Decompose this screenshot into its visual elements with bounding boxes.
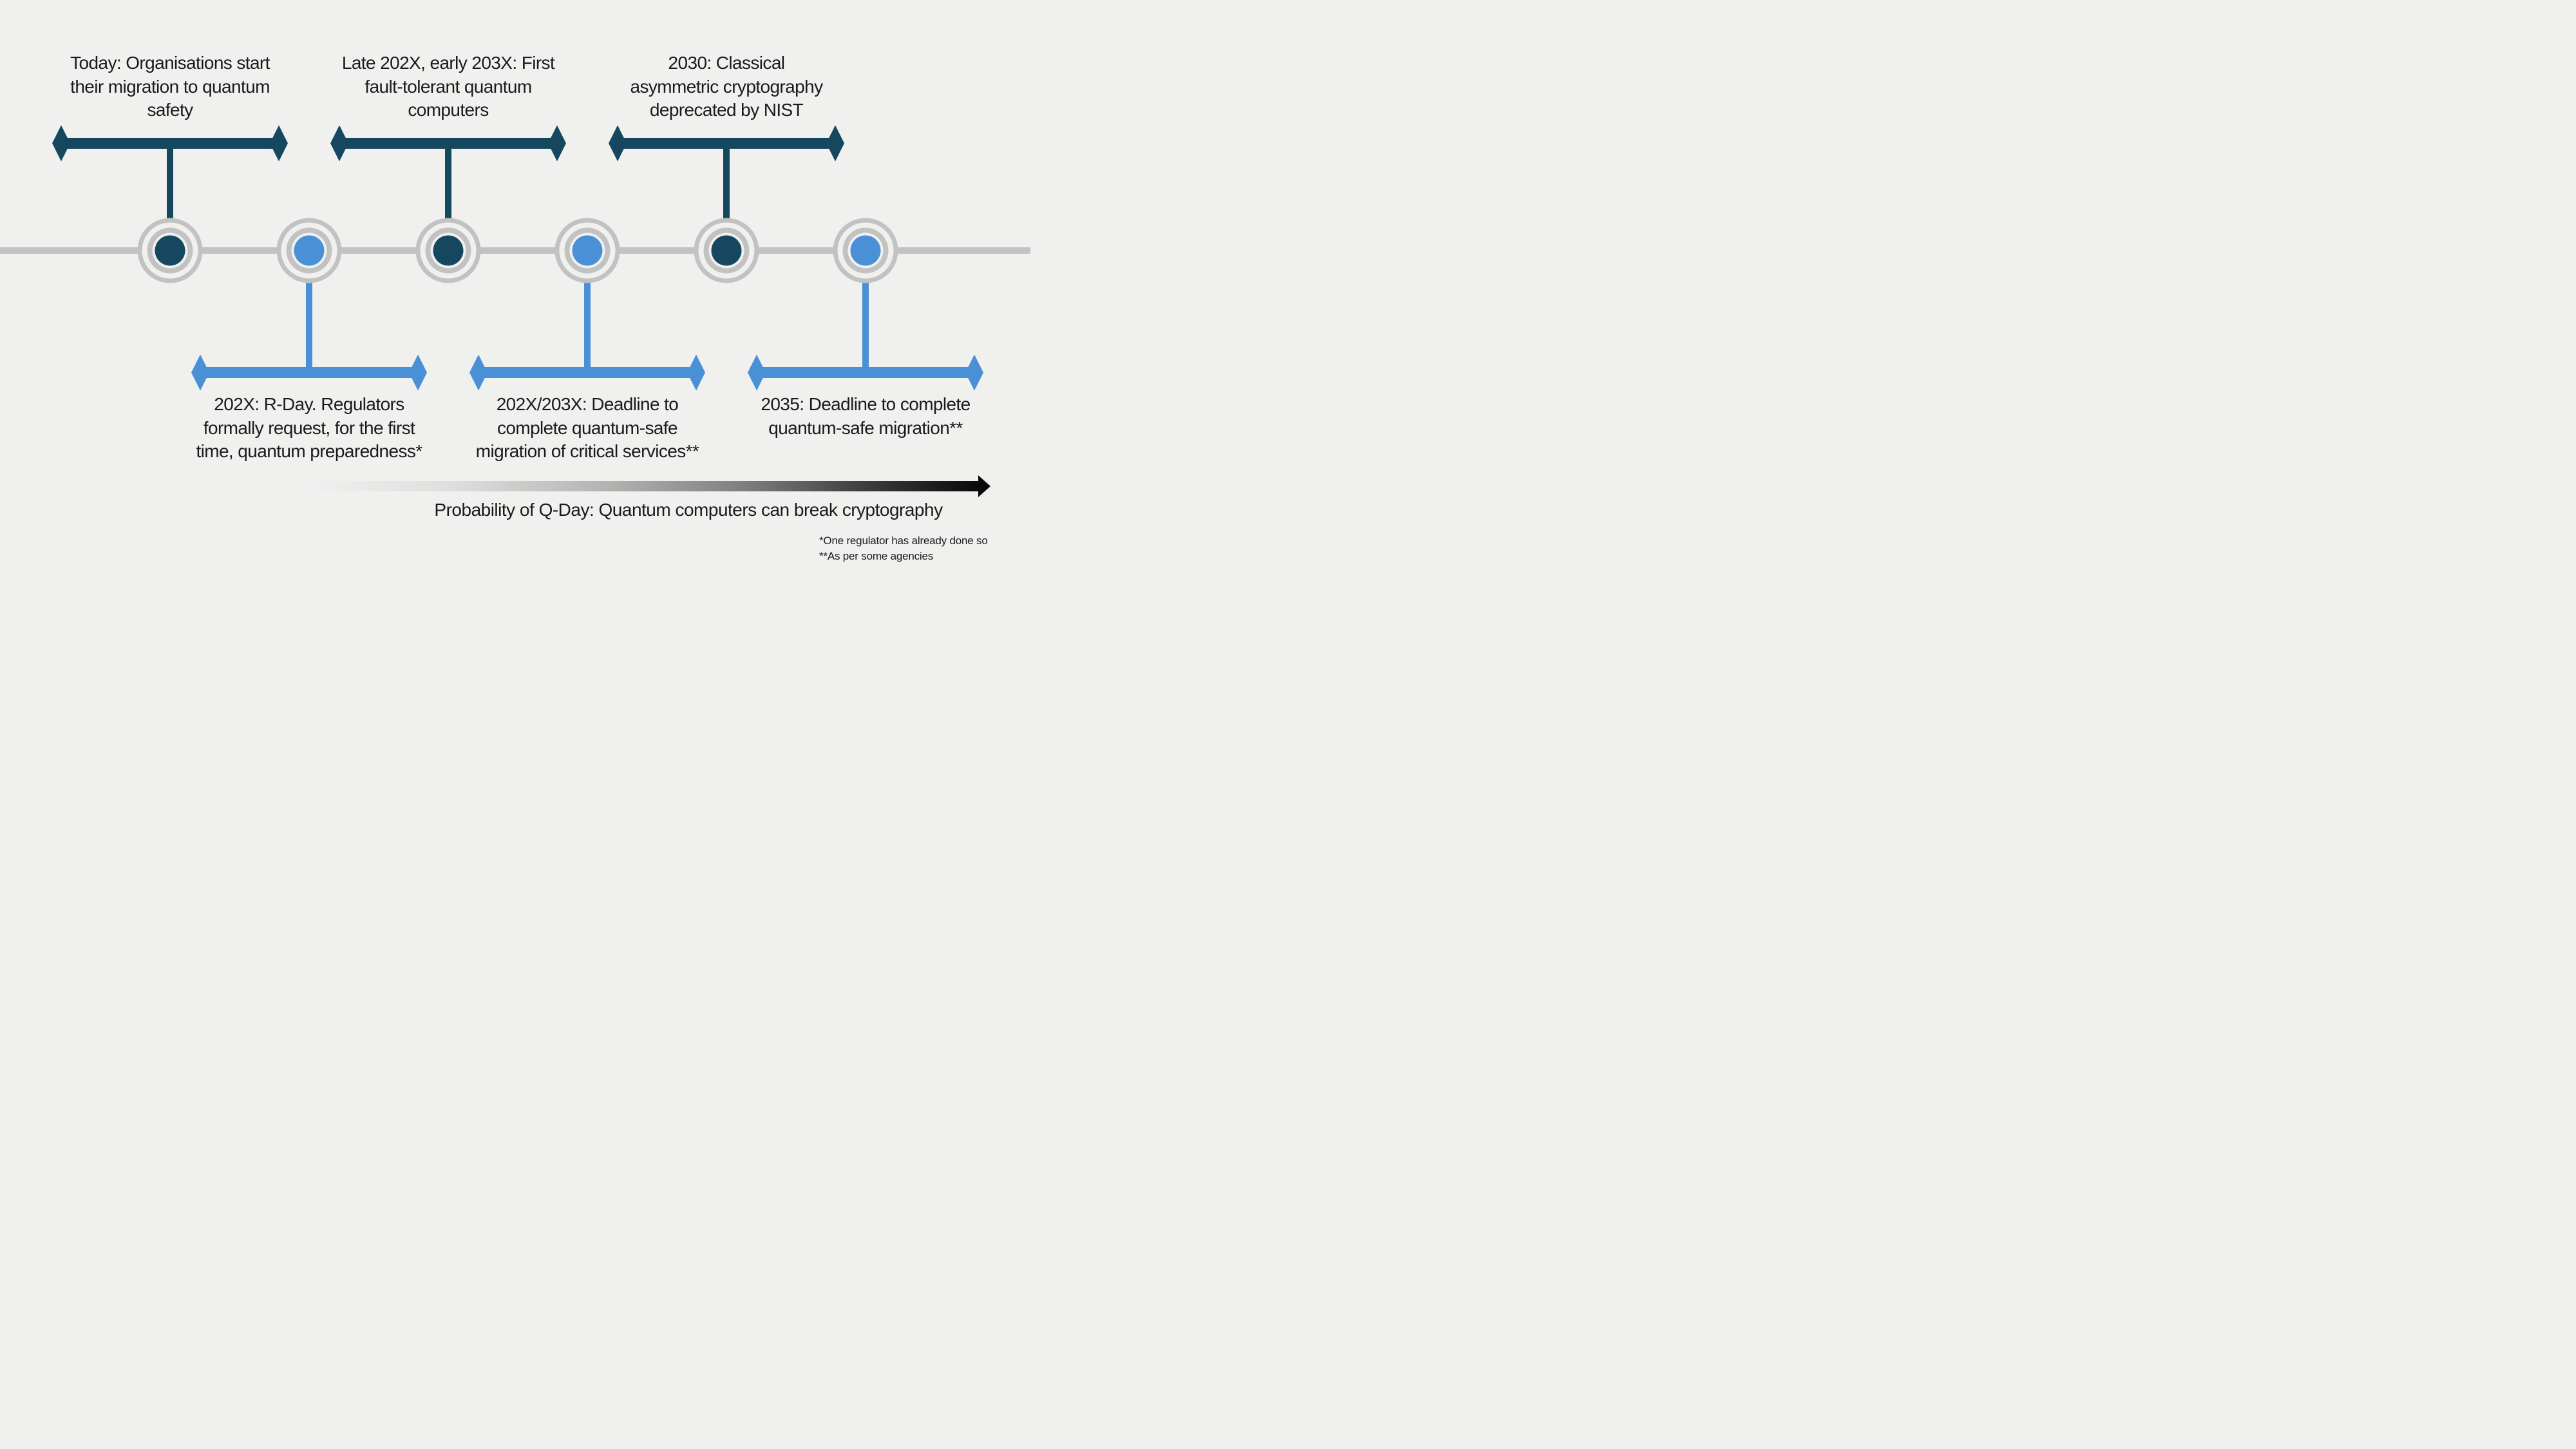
event-label-line: time, quantum preparedness* (196, 441, 422, 461)
event-label-line: complete quantum-safe (497, 417, 678, 438)
event-label: Late 202X, early 203X: First fault-toler… (297, 52, 600, 122)
event-label-line: computers (408, 100, 489, 120)
timeline-node-2 (294, 235, 325, 266)
footnote-regulator: *One regulator has already done so (819, 535, 988, 547)
diamond-cap-icon (826, 125, 844, 162)
event-label-line: migration of critical services** (475, 441, 699, 461)
connector-line (617, 138, 836, 149)
event-label: 2030: Classical asymmetric cryptography … (575, 52, 878, 122)
event-label: Today: Organisations start their migrati… (19, 52, 321, 122)
event-label-line: 2035: Deadline to complete (761, 394, 971, 414)
diamond-cap-icon (965, 354, 983, 391)
event-label: 2035: Deadline to complete quantum-safe … (714, 393, 1017, 440)
connector-line (478, 367, 697, 378)
event-connector-bar (748, 354, 983, 391)
event-label-line: 202X: R-Day. Regulators (214, 394, 404, 414)
event-label-line: fault-tolerant quantum (365, 76, 532, 97)
event-connector-bar (52, 125, 288, 162)
event-label-line: 2030: Classical (668, 53, 785, 73)
diamond-cap-icon (270, 125, 288, 162)
arrow-head-icon (978, 475, 990, 497)
connector-stem (584, 283, 591, 373)
timeline-node-1 (155, 235, 185, 266)
connector-line (756, 367, 975, 378)
qday-arrow-caption: Probability of Q-Day: Quantum computers … (434, 500, 943, 520)
quantum-timeline-infographic: Today: Organisations start their migrati… (0, 0, 1030, 580)
event-label-line: their migration to quantum (70, 76, 270, 97)
footnote-agencies: **As per some agencies (819, 550, 934, 562)
diamond-cap-icon (687, 354, 705, 391)
event-label-line: 202X/203X: Deadline to (496, 394, 679, 414)
event-connector-bar (609, 125, 844, 162)
timeline-node-5 (711, 235, 742, 266)
event-label-line: asymmetric cryptography (630, 76, 824, 97)
event-label-line: Late 202X, early 203X: First (341, 53, 555, 73)
event-label: 202X: R-Day. Regulators formally request… (158, 393, 460, 464)
qday-gradient-arrow (305, 481, 978, 491)
timeline-axis (0, 247, 1030, 254)
connector-stem (723, 143, 730, 219)
connector-stem (445, 143, 451, 219)
event-connector-bar (191, 354, 427, 391)
connector-line (61, 138, 279, 149)
event-label: 202X/203X: Deadline to complete quantum-… (436, 393, 739, 464)
connector-stem (306, 283, 312, 373)
timeline-node-6 (850, 235, 881, 266)
connector-line (200, 367, 419, 378)
timeline-node-3 (433, 235, 464, 266)
timeline-node-4 (572, 235, 603, 266)
event-label-line: formally request, for the first (203, 417, 415, 438)
connector-stem (167, 143, 173, 219)
event-connector-bar (330, 125, 566, 162)
diamond-cap-icon (548, 125, 566, 162)
event-connector-bar (469, 354, 705, 391)
connector-line (339, 138, 558, 149)
event-label-line: safety (147, 100, 193, 120)
event-label-line: deprecated by NIST (649, 100, 804, 120)
diamond-cap-icon (409, 354, 427, 391)
event-label-line: Today: Organisations start (70, 53, 270, 73)
event-label-line: quantum-safe migration** (768, 417, 963, 438)
connector-stem (862, 283, 869, 373)
